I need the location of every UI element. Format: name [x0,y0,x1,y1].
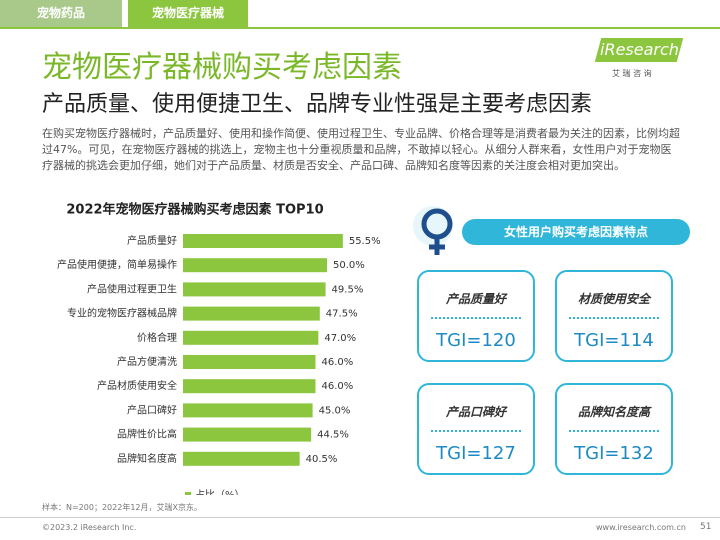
value-label: 50.0% [333,260,365,271]
tab[interactable]: 宠物药品 [0,0,122,27]
value-label: 45.0% [319,405,351,416]
value-label: 49.5% [332,284,364,295]
bar [183,451,300,466]
top-rule [0,27,720,29]
panel-title: 女性用户购买考虑因素特点 [462,219,690,245]
tgi-card: 品牌知名度高 TGI=132 [555,383,673,475]
bar [183,306,320,321]
value-label: 55.5% [349,236,381,247]
website: www.iresearch.com.cn [596,523,686,532]
bar [183,330,319,345]
copyright: ©2023.2 iResearch Inc. [42,523,137,532]
tgi-card: 材质使用安全 TGI=114 [555,270,673,362]
card-tgi: TGI=127 [436,443,516,464]
logo-tagline: 艾 瑞 咨 询 [612,69,652,78]
card-label: 品牌知名度高 [577,405,650,419]
value-label: 47.5% [326,309,358,320]
value-label: 47.0% [324,333,356,344]
y-tick-label: 价格合理 [137,331,177,344]
chart: 2022年宠物医疗器械购买考虑因素 TOP10 产品质量好 55.5% 产品使用便捷… [57,202,381,495]
tgi-card: 产品口碑好 TGI=127 [417,383,535,475]
tgi-card: 产品质量好 TGI=120 [417,270,535,362]
card-tgi: TGI=132 [574,443,654,464]
y-tick-label: 专业的宠物医疗器械品牌 [67,307,177,320]
y-tick-label: 产品使用过程更卫生 [87,282,177,295]
value-label: 46.0% [321,381,353,392]
subtitle: 产品质量、使用便捷卫生、品牌专业性强是主要考虑因素 [42,92,593,117]
card-divider [569,430,659,432]
value-label: 44.5% [317,430,349,441]
bar [183,379,316,394]
card-divider [431,430,521,432]
chart-title: 2022年宠物医疗器械购买考虑因素 TOP10 [66,202,323,218]
card-label: 材质使用安全 [577,292,650,306]
legend-swatch [185,492,191,495]
y-tick-label: 产品使用便捷，简单易操作 [57,258,177,271]
tab-active[interactable]: 宠物医疗器械 [128,0,248,27]
bar [183,282,326,297]
bar [183,258,327,273]
card-divider [569,317,659,319]
bar [183,355,316,369]
y-tick-label: 品牌性价比高 [117,428,177,441]
bar [183,234,343,248]
value-label: 40.5% [306,454,338,465]
footer-rule [0,517,720,518]
page-number: 51 [700,522,712,532]
y-tick-label: 产品方便清洗 [117,355,177,368]
title: 宠物医疗器械购买考虑因素 [42,50,402,85]
icon [413,206,453,255]
footnote: 样本：N=200；2022年12月，艾瑞X京东。 [42,503,202,512]
logo-brand: iResearch [600,40,679,59]
card-divider [431,317,521,319]
card-tgi: TGI=120 [436,330,516,351]
bar [183,403,313,418]
legend-label: 占比（%） [195,488,245,495]
value-label: 46.0% [321,357,353,368]
y-tick-label: 产品质量好 [127,234,177,247]
bar [183,427,312,442]
card-label: 产品质量好 [445,292,506,306]
y-tick-label: 产品材质使用安全 [97,379,177,392]
y-tick-label: 品牌知名度高 [117,452,177,465]
card-tgi: TGI=114 [574,330,654,351]
card-label: 产品口碑好 [445,405,506,419]
y-tick-label: 产品口碑好 [127,403,177,416]
paragraph: 在购买宠物医疗器械时，产品质量好、使用和操作简便、使用过程卫生、专业品牌、价格合… [42,127,680,172]
